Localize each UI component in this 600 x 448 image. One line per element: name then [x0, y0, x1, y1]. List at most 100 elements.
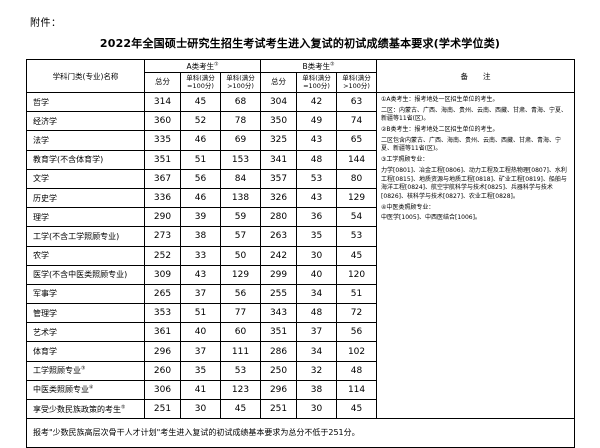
header-b-single300: 单科(满分 >100分) — [336, 72, 378, 93]
row-b-total: 296 — [260, 379, 298, 401]
header-b-single100: 单科(满分 =100分) — [296, 72, 338, 93]
table-row: 工学照顾专业③ 260 35 53 250 32 48 — [26, 360, 575, 381]
row-a-total: 290 — [144, 207, 181, 228]
row-b-total: 351 — [260, 322, 298, 343]
row-b-100: 53 — [296, 168, 338, 189]
row-b-300: 56 — [336, 322, 378, 343]
table-row: 工学(不含工学照顾专业) 273 38 57 263 35 53 — [26, 226, 575, 247]
row-b-300: 144 — [336, 149, 378, 170]
table-row: 医学(不含中医类照顾专业) 309 43 129 299 40 120 — [26, 264, 575, 285]
row-b-300: 72 — [336, 303, 378, 324]
table-row: 享受少数民族政策的考生⑤ 251 30 45 251 30 45 — [26, 398, 575, 420]
row-a-300: 68 — [219, 91, 262, 113]
row-discipline: 军事学 — [26, 283, 145, 305]
table-row: 艺术学 361 40 60 351 37 56 — [26, 322, 575, 343]
row-a-100: 46 — [180, 187, 221, 209]
table-row: 法学 335 46 69 325 43 65 — [26, 130, 575, 151]
document-page: 附件： 2022年全国硕士研究生招生考试考生进入复试的初试成绩基本要求(学术学位… — [25, 18, 576, 448]
table-row: 体育学 296 37 111 286 34 102 — [26, 341, 575, 362]
table-row: 哲学 314 45 68 304 42 63 ①A类考生：报考地处一区招生单位的… — [26, 91, 576, 420]
remark-line: ①A类考生：报考地处一区招生单位的考生。 — [381, 96, 499, 103]
row-b-100: 37 — [296, 322, 338, 343]
row-b-300: 54 — [336, 207, 378, 228]
table-row: 历史学 336 46 138 326 43 129 — [26, 187, 575, 209]
remark-line: ③工学照顾专业： — [381, 156, 429, 164]
row-b-300: 65 — [336, 130, 378, 151]
row-b-100: 49 — [296, 111, 338, 132]
row-a-total: 265 — [144, 283, 181, 305]
row-b-300: 45 — [336, 398, 378, 420]
row-a-total: 361 — [144, 322, 181, 343]
row-b-total: 286 — [260, 341, 298, 362]
row-a-total: 336 — [144, 187, 181, 209]
header-a-single100: 单科(满分 =100分) — [180, 72, 221, 93]
row-a-total: 296 — [144, 341, 181, 362]
row-b-total: 343 — [260, 303, 298, 324]
row-b-300: 53 — [336, 226, 378, 247]
remark-line: 中医学[1005]、中西医结合[1006]。 — [381, 214, 481, 222]
footnote-row: 报考"少数民族高层次骨干人才计划"考生进入复试的初试成绩基本要求为总分不低于25… — [25, 418, 576, 448]
row-a-100: 56 — [180, 168, 221, 189]
row-b-total: 350 — [260, 111, 298, 132]
row-b-100: 34 — [296, 283, 338, 305]
sup-a: ① — [214, 61, 219, 67]
row-b-300: 45 — [336, 245, 378, 266]
row-b-300: 102 — [336, 341, 378, 362]
remark-line: 二区包含内蒙古、广西、海南、贵州、云南、西藏、甘肃、青海、宁夏、新疆等11省(区… — [381, 136, 562, 153]
row-b-100: 30 — [296, 245, 338, 266]
row-a-total: 273 — [144, 226, 181, 247]
row-b-100: 43 — [296, 130, 338, 151]
table-row: 管理学 353 51 77 343 48 72 — [26, 303, 575, 324]
row-a-100: 30 — [180, 398, 221, 420]
row-b-total: 255 — [260, 283, 298, 305]
row-a-total: 251 — [144, 398, 181, 420]
row-a-300: 84 — [219, 168, 262, 189]
row-a-300: 77 — [219, 303, 262, 324]
row-discipline: 哲学 — [26, 91, 145, 113]
table-row: 文学 367 56 84 357 53 80 — [26, 168, 575, 189]
row-discipline: 教育学(不含体育学) — [26, 149, 145, 170]
row-b-100: 43 — [296, 187, 338, 209]
row-a-100: 33 — [180, 245, 221, 266]
row-b-300: 80 — [336, 168, 378, 189]
row-b-100: 34 — [296, 341, 338, 362]
page-title: 2022年全国硕士研究生招生考试考生进入复试的初试成绩基本要求(学术学位类) — [99, 37, 501, 50]
table-header-sub-row: 总分 单科(满分 =100分) 单科(满分 >100分) 总分 单科(满分 =1… — [27, 72, 575, 93]
table-header-group-row: 学科门类(专业)名称 A类考生① B类考生② 备 注 — [26, 59, 576, 93]
row-discipline: 历史学 — [26, 187, 145, 209]
row-b-300: 74 — [336, 111, 378, 132]
row-a-300: 57 — [219, 226, 262, 247]
row-a-300: 56 — [219, 283, 262, 305]
row-a-total: 360 — [144, 111, 181, 132]
table-row: 中医类照顾专业④ 306 41 123 296 38 114 — [26, 379, 575, 401]
row-b-100: 32 — [296, 360, 338, 381]
remark-line: ②B类考生：报考地处二区招生单位的考生。 — [381, 126, 499, 134]
row-a-total: 335 — [144, 130, 181, 151]
row-b-total: 251 — [260, 398, 298, 420]
row-discipline: 法学 — [26, 130, 145, 151]
header-a-total: 总分 — [144, 72, 181, 93]
row-b-total: 341 — [260, 149, 298, 170]
row-discipline: 经济学 — [26, 111, 145, 132]
row-b-total: 357 — [260, 168, 298, 189]
row-a-300: 111 — [219, 341, 262, 362]
row-a-100: 41 — [180, 379, 221, 401]
row-b-300: 48 — [336, 360, 378, 381]
attachment-label: 附件： — [30, 18, 62, 29]
row-a-300: 45 — [219, 398, 262, 420]
row-a-100: 43 — [180, 264, 221, 285]
row-b-300: 129 — [336, 187, 378, 209]
row-discipline: 体育学 — [26, 341, 145, 362]
sup-b: ② — [330, 61, 335, 67]
row-a-300: 153 — [219, 149, 262, 170]
row-a-100: 45 — [180, 91, 221, 113]
row-b-100: 35 — [296, 226, 338, 247]
header-group-a: A类考生① — [143, 59, 262, 73]
header-b-total: 总分 — [260, 72, 298, 93]
score-requirements-table: 学科门类(专业)名称 A类考生① B类考生② 备 注 总分 单科(满分 =100… — [25, 59, 576, 448]
row-a-100: 35 — [180, 360, 221, 381]
remark-line: 力学[0801]、冶金工程[0806]、动力工程及工程热物理[0807]、水利工… — [381, 166, 567, 200]
row-b-100: 30 — [296, 398, 338, 420]
row-b-100: 48 — [296, 149, 338, 170]
header-discipline: 学科门类(专业)名称 — [26, 59, 145, 93]
